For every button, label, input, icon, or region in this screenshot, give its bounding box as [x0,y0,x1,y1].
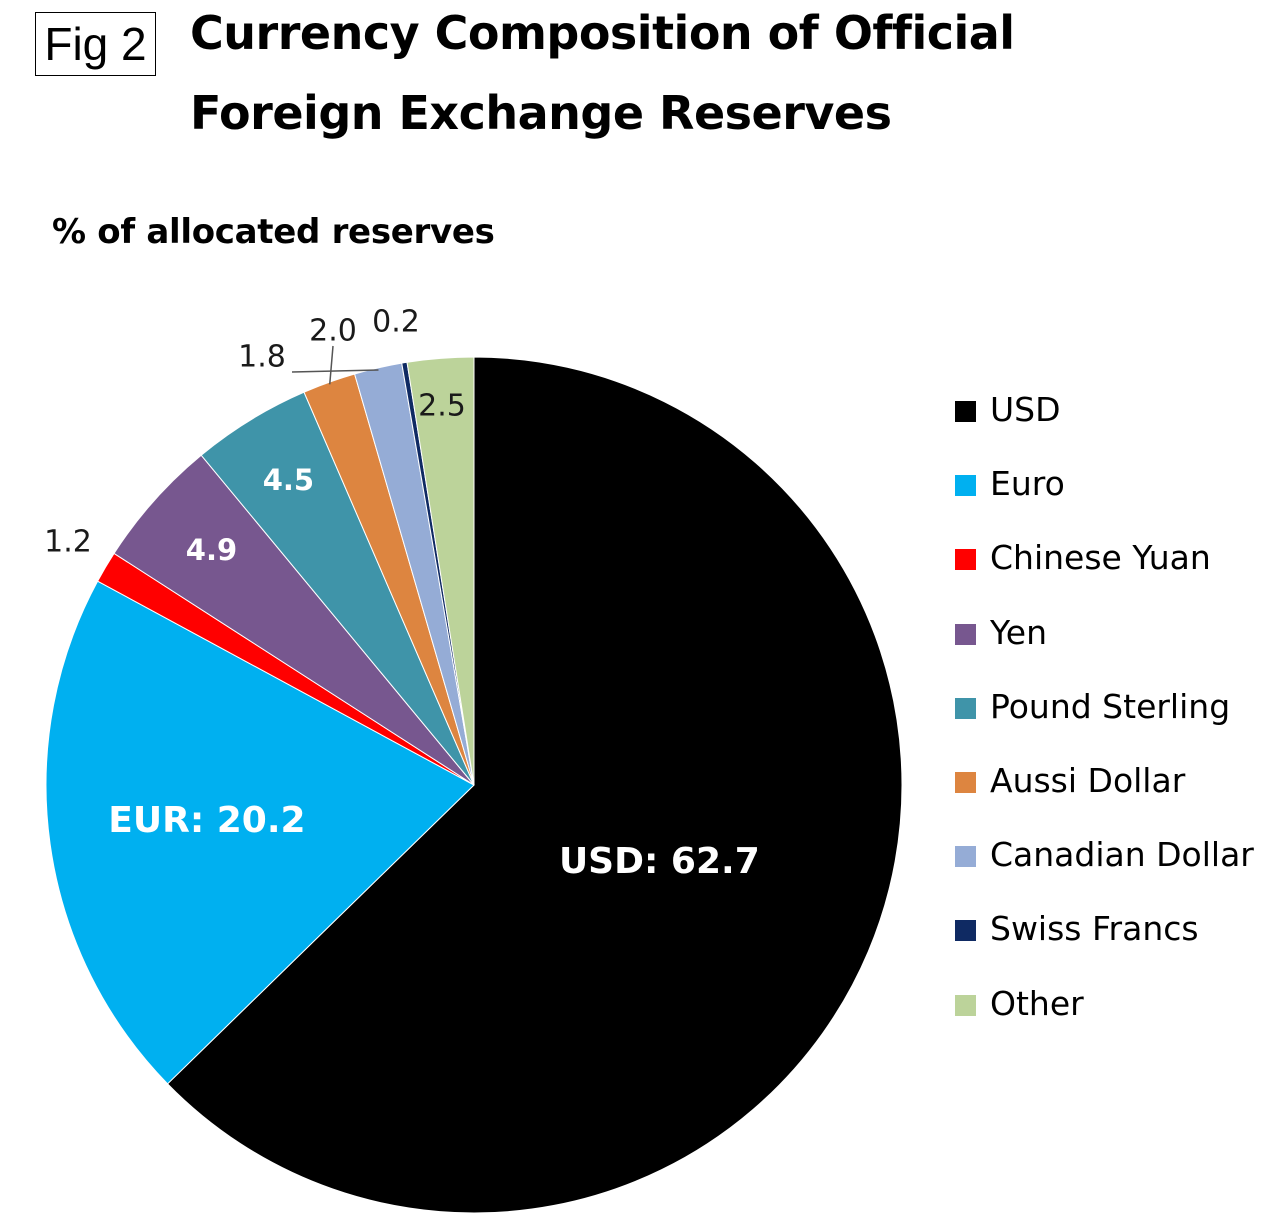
pie-slices [45,356,903,1214]
legend-label-yen: Yen [990,612,1047,652]
legend-swatch-chinese-yuan [955,549,976,571]
legend-swatch-pound-sterling [955,697,976,719]
chart-title-line-2: Foreign Exchange Reserves [190,86,892,140]
legend-swatch-yen [955,623,976,645]
slice-euro [45,580,475,1085]
data-label-euro: EUR: 20.2 [108,800,305,841]
legend-swatch-other [955,994,976,1016]
legend-swatch-swiss-francs [955,920,976,942]
data-label-canadian-dollar: 1.8 [238,340,286,375]
legend-swatch-usd [955,401,976,422]
legend-swatch-aussi-dollar [955,772,976,793]
data-label-other: 2.5 [418,389,466,424]
data-labels: USD: 62.7 EUR: 20.2 1.2 4.9 4.5 2.0 1.8 0.2 2.5 [44,305,760,883]
slice-other [406,356,475,786]
legend-swatch-euro [955,475,976,497]
legend-label-euro: Euro [990,464,1065,504]
legend-label-chinese-yuan: Chinese Yuan [990,538,1211,578]
figure-label: Fig 2 [35,12,156,76]
leader-line-aussi-dollar [328,345,334,385]
legend-label-canadian-dollar: Canadian Dollar [990,835,1254,875]
data-label-usd: USD: 62.7 [559,841,760,882]
data-label-pound-sterling: 4.5 [263,463,314,497]
data-label-chinese-yuan: 1.2 [44,525,92,560]
legend-label-pound-sterling: Pound Sterling [990,686,1231,726]
data-label-yen: 4.9 [186,533,237,567]
legend-swatch-canadian-dollar [955,846,976,868]
leader-lines [291,345,379,385]
slice-usd [166,356,903,1214]
legend-label-other: Other [990,983,1084,1023]
legend-label-swiss-francs: Swiss Francs [990,909,1199,949]
data-label-aussi-dollar: 2.0 [309,314,357,349]
leader-line-canadian-dollar [291,369,379,373]
legend-label-usd: USD [990,390,1061,429]
unit-label: % of allocated reserves [52,212,495,252]
chart-title-line-1: Currency Composition of Official [190,6,1015,60]
data-label-swiss-francs: 0.2 [372,305,420,340]
legend-label-aussi-dollar: Aussi Dollar [990,761,1186,800]
